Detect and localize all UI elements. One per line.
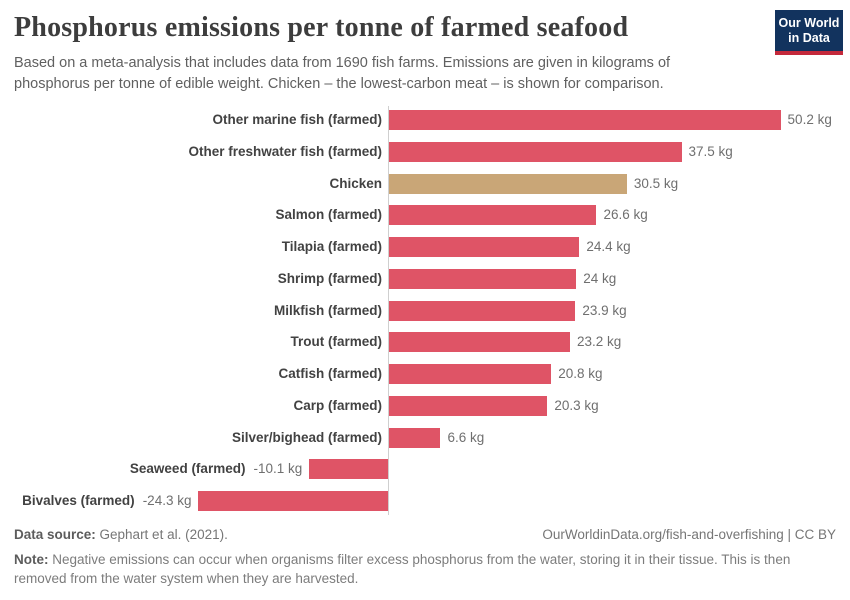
negative-label-group: Seaweed (farmed) -10.1 kg — [130, 459, 302, 479]
bar-row: Other marine fish (farmed) 50.2 kg — [0, 110, 850, 130]
category-label: Other freshwater fish (farmed) — [188, 143, 382, 159]
value-label: 26.6 kg — [603, 207, 648, 223]
bar[interactable] — [389, 395, 548, 416]
chart-title: Phosphorus emissions per tonne of farmed… — [14, 12, 629, 43]
data-source-label: Data source: — [14, 527, 96, 542]
value-label: 23.2 kg — [576, 334, 622, 350]
value-label: 30.5 kg — [633, 175, 679, 191]
chart-subtitle: Based on a meta-analysis that includes d… — [14, 55, 671, 92]
bar-row: Carp (farmed) 20.3 kg — [0, 395, 850, 416]
axis-zero-line — [388, 106, 389, 515]
data-source-line: Data source: Gephart et al. (2021). — [14, 527, 228, 542]
note-label: Note: — [14, 552, 49, 567]
note-text: Negative emissions can occur when organi… — [14, 552, 791, 586]
bar-row: Bivalves (farmed) -24.3 kg — [0, 491, 850, 511]
value-label: 20.3 kg — [554, 397, 599, 413]
category-label: Bivalves (farmed) — [22, 493, 135, 508]
bar-row: Tilapia (farmed) 24.4 kg — [0, 237, 850, 257]
category-label: Salmon (farmed) — [275, 207, 382, 223]
bar-row: Catfish (farmed) 20.8 kg — [0, 364, 850, 384]
owid-url-link[interactable]: OurWorldinData.org/fish-and-overfishing … — [542, 527, 836, 542]
value-label: 6.6 kg — [447, 429, 485, 445]
bar[interactable] — [389, 332, 570, 353]
bar[interactable] — [389, 364, 552, 384]
owid-logo-line2: in Data — [788, 30, 830, 45]
bar-row: Milkfish (farmed) 23.9 kg — [0, 300, 850, 321]
note-line: Note: Negative emissions can occur when … — [14, 551, 814, 589]
bar-row: Seaweed (farmed) -10.1 kg — [0, 459, 850, 480]
value-label: 37.5 kg — [688, 143, 733, 159]
value-label: -10.1 kg — [253, 461, 303, 477]
bar-row: Salmon (farmed) 26.6 kg — [0, 205, 850, 226]
bar-row: Shrimp (farmed) 24 kg — [0, 268, 850, 289]
category-label: Milkfish (farmed) — [273, 302, 382, 318]
bar[interactable] — [389, 268, 577, 289]
value-label: 24 kg — [583, 270, 617, 286]
bar[interactable] — [198, 491, 388, 511]
category-label: Seaweed (farmed) — [129, 461, 246, 477]
bar-row: Chicken 30.5 kg — [0, 173, 850, 194]
bar-row: Trout (farmed) 23.2 kg — [0, 332, 850, 353]
value-label: 50.2 kg — [787, 112, 832, 127]
category-label: Shrimp (farmed) — [277, 270, 382, 286]
category-label: Carp (farmed) — [293, 397, 382, 413]
bar[interactable] — [389, 427, 441, 448]
bar[interactable] — [389, 300, 576, 321]
negative-label-group: Bivalves (farmed) -24.3 kg — [22, 491, 191, 511]
bar[interactable] — [309, 459, 388, 480]
owid-logo[interactable]: Our World in Data — [775, 10, 843, 55]
value-label: 20.8 kg — [558, 366, 603, 381]
bar-row: Silver/bighead (farmed) 6.6 kg — [0, 427, 850, 448]
bar[interactable] — [389, 110, 781, 130]
owid-logo-line1: Our World — [778, 15, 840, 30]
data-source-text: Gephart et al. (2021). — [95, 527, 228, 542]
category-label: Silver/bighead (farmed) — [231, 429, 382, 445]
value-label: 24.4 kg — [586, 239, 631, 254]
value-label: -24.3 kg — [142, 493, 192, 508]
category-label: Other marine fish (farmed) — [212, 112, 382, 127]
bar[interactable] — [389, 173, 627, 194]
category-label: Chicken — [329, 175, 382, 191]
category-label: Catfish (farmed) — [278, 366, 382, 381]
bar[interactable] — [389, 205, 597, 226]
bar[interactable] — [389, 237, 580, 257]
value-label: 23.9 kg — [582, 302, 627, 318]
category-label: Trout (farmed) — [290, 334, 382, 350]
bar[interactable] — [389, 141, 682, 162]
category-label: Tilapia (farmed) — [281, 239, 382, 254]
bar-row: Other freshwater fish (farmed) 37.5 kg — [0, 141, 850, 162]
